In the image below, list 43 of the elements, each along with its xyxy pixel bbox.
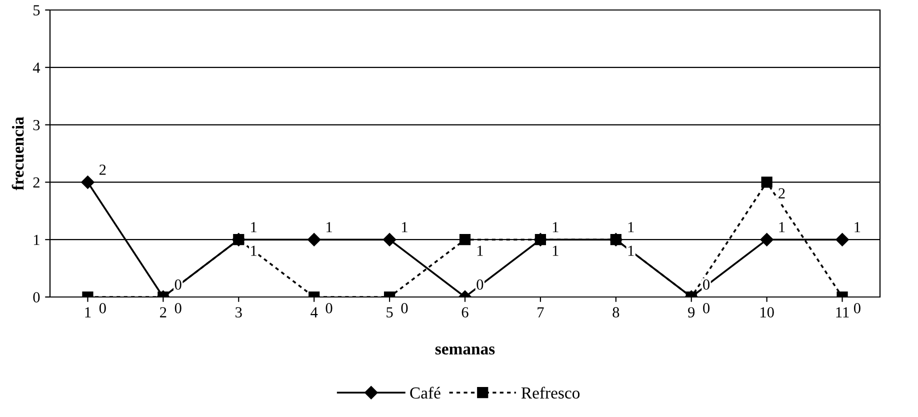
data-label: 1 [628, 246, 634, 256]
data-label: 1 [628, 222, 634, 232]
data-label: 1 [402, 222, 408, 232]
data-label: 0 [174, 303, 182, 314]
y-tick-label: 2 [33, 177, 40, 188]
x-tick-label: 6 [462, 307, 468, 318]
y-axis-title: frecuencia [12, 116, 24, 190]
legend-label: Refresco [521, 386, 580, 399]
data-label: 0 [703, 279, 710, 290]
data-label: 0 [401, 303, 408, 314]
data-label: 0 [326, 303, 332, 314]
data-label: 1 [477, 246, 483, 256]
x-tick-label: 1 [85, 307, 91, 318]
x-axis-title: semanas [435, 346, 495, 355]
x-tick-label: 3 [236, 307, 242, 318]
data-label: 1 [854, 222, 860, 232]
x-tick-label: 7 [538, 307, 544, 318]
data-label: 1 [552, 222, 558, 232]
data-label: 2 [100, 164, 106, 175]
data-label: 0 [476, 279, 484, 290]
y-tick-label: 3 [33, 120, 40, 130]
x-tick-label: 11 [836, 307, 849, 318]
data-label: 1 [552, 246, 558, 256]
data-label: 0 [174, 279, 182, 290]
data-label: 2 [778, 188, 785, 198]
data-label: 0 [854, 303, 860, 314]
legend-label: Café [410, 386, 440, 399]
data-label: 0 [703, 303, 710, 314]
x-tick-label: 8 [612, 307, 620, 318]
y-tick-label: 5 [34, 5, 40, 16]
y-tick-label: 1 [34, 234, 40, 245]
data-label: 1 [251, 222, 256, 232]
data-label: 1 [251, 246, 256, 256]
data-label: 0 [99, 303, 106, 314]
x-tick-label: 10 [760, 307, 774, 318]
data-label: 1 [326, 222, 332, 232]
x-tick-label: 5 [386, 307, 393, 318]
x-tick-label: 4 [310, 307, 318, 318]
y-tick-label: 4 [32, 62, 40, 73]
data-label: 1 [779, 222, 785, 232]
x-tick-label: 9 [688, 307, 695, 318]
x-tick-label: 2 [160, 307, 166, 318]
y-tick-label: 0 [33, 292, 40, 302]
